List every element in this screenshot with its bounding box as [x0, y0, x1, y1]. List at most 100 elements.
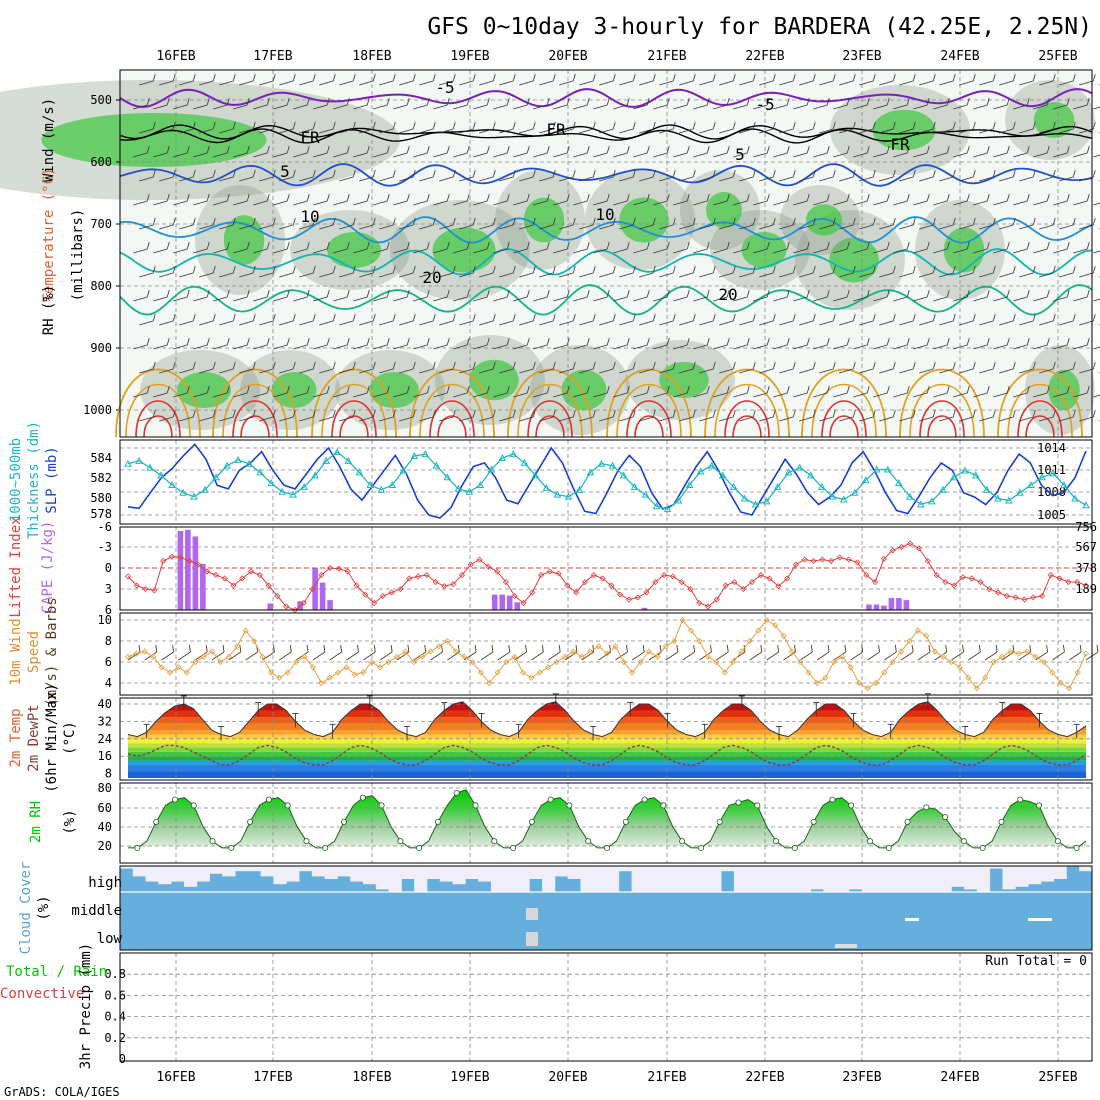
cape-bar: [888, 597, 895, 610]
wind-speed-marker: [763, 616, 770, 624]
thickness-marker: [1071, 494, 1079, 502]
upper-wind-barb: [213, 241, 230, 254]
upper-wind-barb: [139, 409, 156, 422]
upper-wind-barb: [759, 409, 776, 422]
upper-wind-barb: [333, 385, 350, 398]
rh-marker: [153, 818, 160, 825]
date-label-top: 20FEB: [548, 49, 587, 64]
upper-wind-barb: [519, 409, 536, 422]
upper-wind-barb: [299, 169, 316, 182]
high-cloud-gap: [414, 866, 428, 892]
wind-barb: [833, 644, 847, 661]
upper-wind-barb: [419, 361, 436, 374]
thickness-marker: [663, 505, 672, 513]
thickness-marker: [542, 483, 551, 491]
lifted-index-marker: [1047, 571, 1054, 579]
high-cloud-gap: [299, 866, 313, 872]
high-cloud-gap: [708, 866, 722, 892]
upper-wind-barb: [1053, 337, 1070, 350]
wind-speed-marker: [477, 669, 485, 676]
upper-wind-barb: [833, 337, 850, 350]
upper-wind-barb: [579, 217, 596, 230]
upper-wind-barb: [933, 337, 950, 350]
upper-wind-barb: [619, 217, 636, 230]
cape-bar: [319, 582, 326, 610]
surface-isotherm-arch: [829, 415, 859, 438]
rh-marker: [472, 802, 479, 809]
temp-minmax-whisker: [218, 726, 225, 741]
thickness-marker: [685, 480, 694, 488]
upper-wind-barb: [993, 97, 1010, 110]
upper-wind-barb: [1059, 169, 1076, 182]
temp-minmax-whisker: [441, 702, 448, 717]
upper-wind-barb: [1033, 289, 1050, 302]
rh-marker: [1073, 844, 1080, 851]
upper-wind-barb: [1033, 241, 1050, 254]
date-label-top: 22FEB: [745, 49, 784, 64]
wind-speed-marker: [150, 653, 157, 660]
wind-barb: [884, 644, 897, 661]
upper-wind-barb: [759, 217, 776, 230]
wind-barb: [413, 644, 427, 661]
upper-wind-barb: [159, 73, 176, 86]
wind-speed-marker: [225, 653, 232, 660]
upper-wind-barb: [153, 241, 170, 254]
upper-wind-barb: [1039, 361, 1056, 374]
upper-wind-barb: [1093, 202, 1100, 206]
lifted-index-marker: [485, 563, 492, 570]
upper-wind-barb: [539, 73, 556, 86]
upper-wind-barb: [579, 265, 596, 278]
precip-label-3: 3hr Precip (mm): [78, 943, 94, 1069]
date-label-bottom: 23FEB: [842, 1070, 881, 1085]
thickness-marker: [278, 487, 287, 495]
upper-wind-barb: [319, 361, 336, 374]
thickness-marker: [1082, 501, 1090, 509]
temp-minmax-whisker: [292, 712, 299, 728]
upper-wind-barb: [239, 313, 256, 326]
upper-wind-barb: [859, 361, 876, 374]
rh-moist-shade: [271, 372, 317, 408]
upper-wind-barb: [359, 265, 376, 278]
upper-wind-barb: [1073, 145, 1090, 158]
high-cloud-gap: [593, 866, 607, 892]
upper-wind-barb: [679, 409, 696, 422]
upper-wind-barb: [333, 241, 350, 254]
rh-marker: [510, 844, 517, 851]
rh-marker: [716, 818, 723, 825]
thickness-marker: [674, 496, 683, 504]
cape-bar: [267, 603, 274, 610]
upper-wind-barb: [619, 265, 636, 278]
upper-wind-barb: [819, 73, 836, 86]
rh-marker: [866, 838, 873, 845]
wind-speed-marker: [141, 648, 148, 655]
upper-wind-barb: [999, 73, 1016, 86]
upper-wind-barb: [493, 97, 510, 110]
upper-wind-barb: [319, 265, 336, 278]
wind-speed-marker: [746, 637, 753, 645]
surface-isotherm-arch: [232, 400, 278, 438]
upper-wind-barb: [313, 337, 330, 350]
lifted-index-marker: [344, 568, 351, 575]
upper-wind-barb: [893, 337, 910, 350]
upper-wind-barb: [313, 385, 330, 398]
high-cloud-gap: [887, 866, 901, 892]
upper-wind-barb: [1019, 217, 1036, 230]
upper-wind-barb: [993, 193, 1010, 206]
upper-wind-barb: [493, 337, 510, 350]
lifted-index-marker: [836, 554, 843, 561]
upper-wind-barb: [439, 217, 456, 230]
upper-wind-barb: [1053, 385, 1070, 398]
upper-wind-barb: [573, 145, 590, 158]
temp-minmax-whisker: [776, 726, 783, 741]
upper-wind-barb: [353, 289, 370, 302]
thickness-line: [127, 451, 1087, 510]
cape-bar: [641, 607, 648, 610]
rh-moist-shade: [1033, 102, 1075, 138]
upper-wind-barb: [533, 385, 550, 398]
contour-label: FR: [890, 135, 910, 154]
temp-minmax-whisker: [404, 726, 411, 741]
rh-marker: [528, 818, 535, 825]
wind-speed-marker: [343, 664, 350, 671]
wind-label-3: (m/s) & Barbs: [44, 597, 60, 707]
date-label-bottom: 16FEB: [156, 1070, 195, 1085]
